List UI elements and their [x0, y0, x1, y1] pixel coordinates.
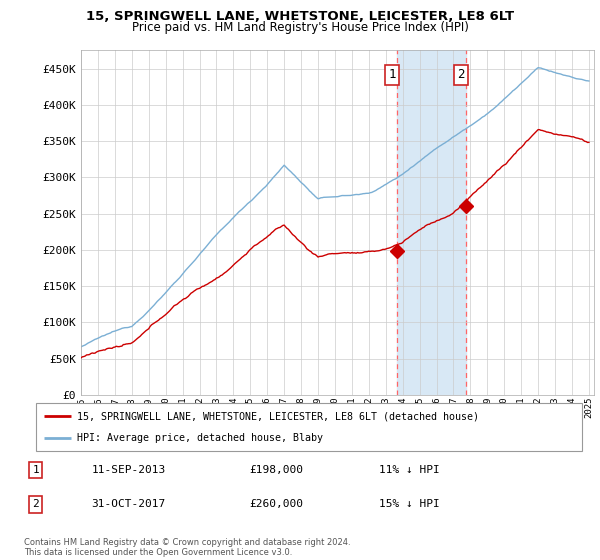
Text: £260,000: £260,000: [250, 500, 304, 510]
Text: Contains HM Land Registry data © Crown copyright and database right 2024.
This d: Contains HM Land Registry data © Crown c…: [24, 538, 350, 557]
Text: HPI: Average price, detached house, Blaby: HPI: Average price, detached house, Blab…: [77, 433, 323, 443]
Text: 11-SEP-2013: 11-SEP-2013: [92, 465, 166, 475]
Text: 11% ↓ HPI: 11% ↓ HPI: [379, 465, 440, 475]
Text: 15, SPRINGWELL LANE, WHETSTONE, LEICESTER, LE8 6LT: 15, SPRINGWELL LANE, WHETSTONE, LEICESTE…: [86, 10, 514, 23]
Bar: [397, 50, 466, 395]
Text: 31-OCT-2017: 31-OCT-2017: [92, 500, 166, 510]
Text: £198,000: £198,000: [250, 465, 304, 475]
Text: 2: 2: [457, 68, 465, 81]
Text: 2: 2: [32, 500, 39, 510]
Text: 1: 1: [388, 68, 396, 81]
Text: 15, SPRINGWELL LANE, WHETSTONE, LEICESTER, LE8 6LT (detached house): 15, SPRINGWELL LANE, WHETSTONE, LEICESTE…: [77, 411, 479, 421]
FancyBboxPatch shape: [36, 403, 582, 451]
Text: 1: 1: [32, 465, 39, 475]
Text: Price paid vs. HM Land Registry's House Price Index (HPI): Price paid vs. HM Land Registry's House …: [131, 21, 469, 34]
Text: 15% ↓ HPI: 15% ↓ HPI: [379, 500, 440, 510]
